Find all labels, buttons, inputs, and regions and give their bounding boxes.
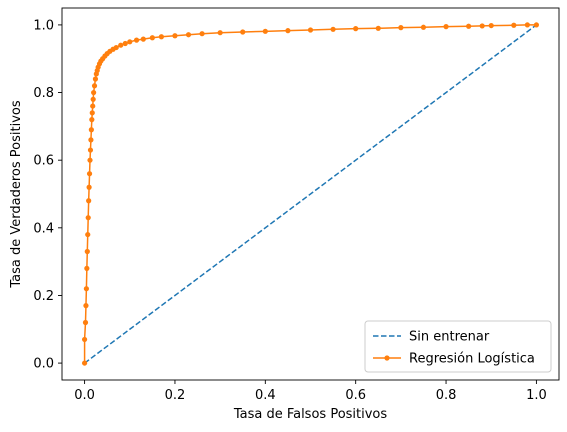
data-point — [83, 303, 89, 309]
data-point — [81, 360, 88, 366]
data-point — [524, 22, 530, 28]
data-point — [199, 31, 205, 37]
data-point — [91, 89, 97, 96]
axes-frame — [61, 7, 560, 381]
data-point — [240, 29, 246, 35]
legend-box — [364, 320, 552, 373]
data-point — [86, 184, 92, 190]
data-point — [466, 23, 472, 29]
data-point — [118, 42, 124, 48]
data-point — [87, 147, 94, 153]
data-point — [127, 39, 133, 45]
y-tick-label: 0.4 — [33, 221, 54, 236]
data-point — [90, 103, 96, 109]
data-point — [90, 96, 96, 102]
data-point — [81, 336, 88, 343]
y-tick-label: 0.6 — [33, 154, 54, 169]
data-point — [420, 24, 427, 30]
x-tick-label: 0.2 — [165, 388, 186, 403]
series-line-1 — [84, 24, 537, 364]
x-tick-label: 0.4 — [255, 388, 276, 403]
data-point — [375, 25, 381, 31]
data-point — [82, 319, 89, 326]
data-point — [479, 23, 485, 29]
x-tick-label: 0.0 — [74, 388, 95, 403]
data-point — [84, 265, 90, 271]
data-point — [85, 215, 91, 221]
data-point — [85, 231, 91, 238]
y-tick-label: 0.2 — [33, 289, 54, 304]
data-point — [185, 32, 192, 38]
data-point — [172, 33, 178, 39]
data-point — [398, 25, 404, 31]
y-axis-title: Tasa de Verdaderos Positivos — [9, 100, 24, 288]
data-point — [91, 83, 98, 89]
data-point — [84, 248, 90, 255]
data-point — [533, 22, 540, 28]
data-point — [217, 30, 223, 36]
data-point — [158, 34, 164, 40]
legend-label-1: Sin entrenar — [409, 330, 490, 345]
data-point — [88, 127, 94, 133]
data-point — [149, 35, 155, 41]
x-tick-label: 0.8 — [436, 388, 457, 403]
data-point — [122, 40, 128, 47]
data-point — [353, 26, 359, 32]
data-point — [86, 198, 92, 204]
data-point — [87, 157, 93, 163]
data-point — [443, 24, 449, 30]
y-tick-label: 1.0 — [33, 18, 54, 33]
data-point — [285, 28, 291, 34]
legend: Sin entrenar Regresión Logística — [364, 320, 552, 373]
data-point — [86, 171, 93, 177]
y-tick-label: 0.8 — [33, 86, 54, 101]
x-axis-title: Tasa de Falsos Positivos — [233, 407, 388, 422]
data-point — [89, 117, 95, 123]
data-point — [307, 27, 314, 33]
data-point — [89, 110, 95, 116]
legend-marker — [384, 355, 390, 361]
data-point — [133, 37, 140, 43]
data-point — [262, 28, 268, 34]
y-tick-label: 0.0 — [33, 357, 54, 372]
data-point — [88, 137, 94, 143]
data-point — [83, 286, 89, 292]
data-point — [140, 36, 146, 42]
x-tick-label: 0.6 — [345, 388, 366, 403]
data-point — [92, 76, 99, 82]
data-point — [488, 22, 494, 29]
data-point — [330, 26, 336, 32]
data-point — [113, 44, 119, 51]
data-point — [511, 22, 517, 28]
x-tick-label: 1.0 — [526, 388, 547, 403]
legend-label-2: Regresión Logística — [409, 352, 535, 367]
